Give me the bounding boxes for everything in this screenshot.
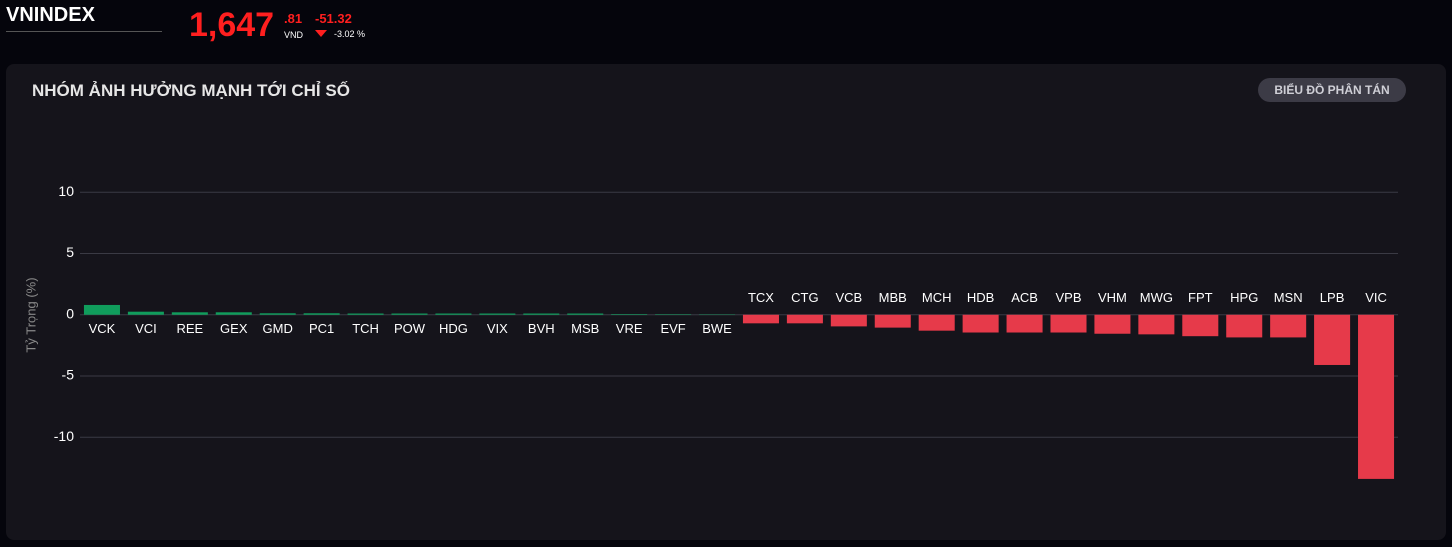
bar — [83, 304, 120, 315]
bar — [1226, 314, 1263, 338]
bar — [830, 314, 867, 327]
x-tick-label: VRE — [616, 321, 643, 336]
price: 1,647 — [189, 6, 275, 44]
bar — [127, 311, 164, 315]
x-tick-label: MSB — [571, 321, 599, 336]
x-tick-label: CTG — [791, 290, 818, 305]
scatter-button[interactable]: BIỂU ĐỒ PHÂN TÁN — [1258, 78, 1406, 102]
x-tick-label: MSN — [1274, 290, 1303, 305]
bar — [259, 313, 296, 315]
x-tick-label: GMD — [263, 321, 293, 336]
x-tick-label: HPG — [1230, 290, 1258, 305]
underline — [6, 31, 162, 32]
x-tick-label: POW — [394, 321, 426, 336]
x-tick-label: LPB — [1320, 290, 1345, 305]
x-tick-label: ACB — [1011, 290, 1038, 305]
bar — [742, 314, 779, 324]
down-arrow — [315, 30, 327, 37]
bar — [786, 314, 823, 324]
bar — [1358, 314, 1395, 479]
price-decimal: .81 — [284, 11, 303, 26]
bar — [1138, 314, 1175, 335]
chart-title: NHÓM ẢNH HƯỞNG MẠNH TỚI CHỈ SỐ — [32, 81, 350, 100]
change: -51.32 — [315, 11, 352, 26]
change-percent: -3.02 % — [334, 29, 366, 39]
bar — [435, 313, 472, 315]
y-axis-label: Tỷ Trọng (%) — [23, 277, 38, 352]
x-tick-label: MBB — [879, 290, 907, 305]
bar — [391, 313, 428, 315]
bar — [523, 313, 560, 315]
y-tick-label: 0 — [66, 305, 74, 321]
bar — [1270, 314, 1307, 338]
bar — [171, 312, 208, 315]
bar — [347, 313, 384, 315]
x-tick-label: MWG — [1140, 290, 1173, 305]
x-tick-label: HDB — [967, 290, 994, 305]
x-tick-label: HDG — [439, 321, 468, 336]
x-tick-label: TCH — [352, 321, 379, 336]
x-tick-label: BWE — [702, 321, 732, 336]
x-tick-label: VCB — [835, 290, 862, 305]
bar — [1182, 314, 1219, 337]
x-tick-label: VCI — [135, 321, 157, 336]
bar — [918, 314, 955, 331]
x-tick-label: FPT — [1188, 290, 1213, 305]
x-tick-label: VIC — [1365, 290, 1387, 305]
bar — [1006, 314, 1043, 333]
x-tick-label: VCK — [89, 321, 116, 336]
x-tick-label: MCH — [922, 290, 952, 305]
x-tick-label: PC1 — [309, 321, 334, 336]
y-tick-label: 10 — [58, 183, 74, 199]
bar — [215, 312, 252, 315]
bar — [1050, 314, 1087, 333]
y-tick-label: -10 — [54, 428, 74, 444]
bar — [303, 313, 340, 315]
x-tick-label: TCX — [748, 290, 774, 305]
currency: VND — [284, 30, 304, 40]
bar — [567, 313, 604, 315]
bar — [1314, 314, 1351, 365]
panel: NHÓM ẢNH HƯỞNG MẠNH TỚI CHỈ SỐ BIỂU ĐỒ P… — [6, 64, 1446, 540]
x-tick-label: BVH — [528, 321, 555, 336]
index-name: VNINDEX — [6, 4, 95, 26]
x-tick-label: EVF — [660, 321, 685, 336]
x-tick-label: VPB — [1055, 290, 1081, 305]
x-tick-label: GEX — [220, 321, 248, 336]
bar — [1094, 314, 1131, 334]
x-tick-label: REE — [176, 321, 203, 336]
y-tick-label: -5 — [62, 367, 75, 383]
bar — [479, 313, 516, 315]
bar — [962, 314, 999, 333]
bar — [611, 314, 648, 315]
x-tick-label: VHM — [1098, 290, 1127, 305]
y-tick-label: 5 — [66, 244, 74, 260]
bar — [874, 314, 911, 328]
x-tick-label: VIX — [487, 321, 508, 336]
